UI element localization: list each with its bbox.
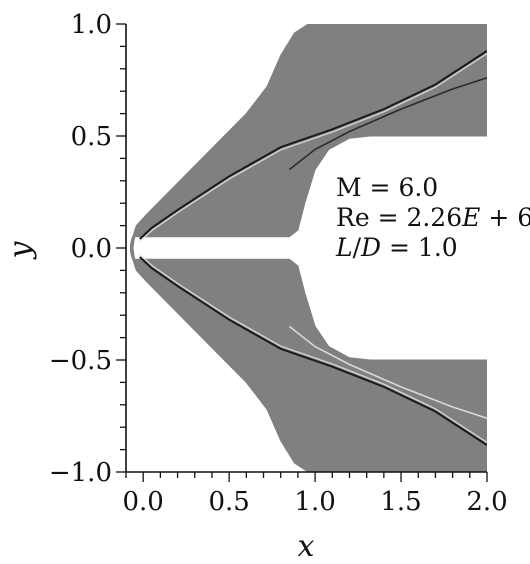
tick-labels: 1.0 0.5 0.0 −0.5 −1.0 0.0 0.5 1.0 1.5 2.0 [49, 10, 508, 517]
x-tick-label: 2.0 [466, 487, 507, 517]
annotation-reynolds: Re = 2.26E + 6 [336, 203, 530, 232]
y-axis-label: y [3, 240, 38, 260]
x-tick-label: 1.0 [294, 487, 335, 517]
y-tick-label: −1.0 [49, 458, 112, 488]
x-axis-label: x [298, 529, 315, 564]
bow-shock-highlight-lower [139, 253, 487, 443]
flow-field-lower [131, 247, 487, 472]
y-tick-label: 1.0 [71, 10, 112, 40]
shock-lines [139, 50, 487, 446]
flow-field-upper [131, 24, 487, 249]
flow-field-nose [129, 236, 135, 260]
y-tick-label: 0.5 [71, 122, 112, 152]
bow-shock-upper [139, 50, 487, 240]
annotation-ld-ratio: L/D = 1.0 [335, 233, 458, 262]
x-tick-label: 0.5 [208, 487, 249, 517]
y-tick-label: 0.0 [71, 234, 112, 264]
ticks [116, 23, 488, 482]
reattachment-shock-upper [288, 77, 487, 171]
annotation-mach: M = 6.0 [336, 173, 438, 202]
bow-shock-highlight-upper [139, 53, 487, 243]
y-tick-label: −0.5 [49, 346, 112, 376]
x-tick-label: 1.5 [380, 487, 421, 517]
flow-field [129, 24, 487, 472]
x-tick-label: 0.0 [123, 487, 164, 517]
reattachment-shock-lower [288, 325, 487, 419]
bow-shock-lower [139, 256, 487, 446]
